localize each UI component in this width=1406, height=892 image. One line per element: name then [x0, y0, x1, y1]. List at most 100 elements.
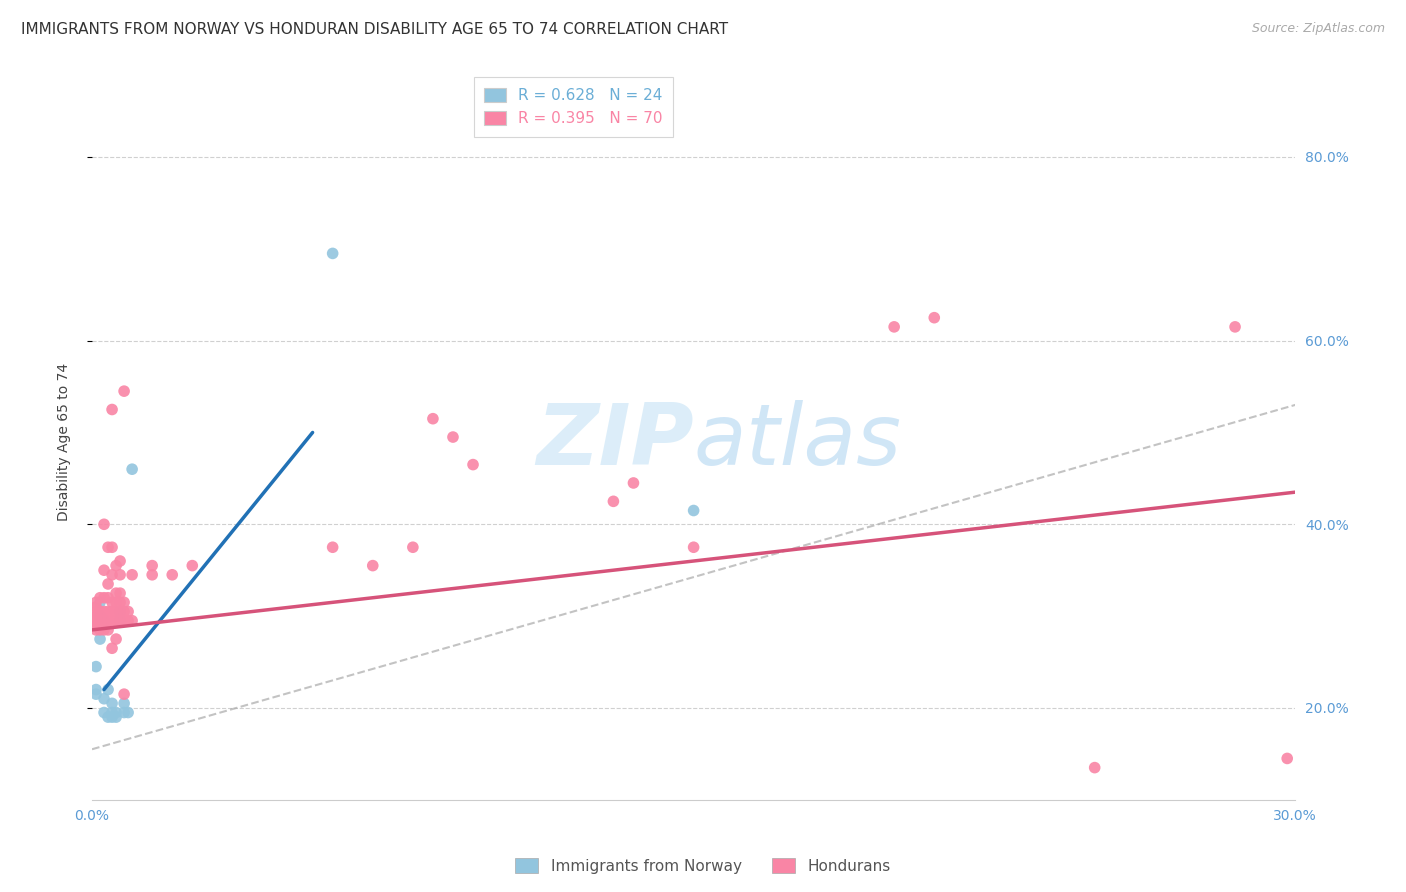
Point — [121, 614, 143, 628]
Point — [101, 614, 124, 628]
Point — [108, 614, 131, 628]
Point — [1223, 319, 1246, 334]
Point — [322, 541, 344, 555]
Point — [89, 595, 111, 609]
Point — [93, 614, 115, 628]
Point — [1277, 751, 1299, 765]
Point — [93, 591, 115, 605]
Text: Source: ZipAtlas.com: Source: ZipAtlas.com — [1251, 22, 1385, 36]
Legend: Immigrants from Norway, Hondurans: Immigrants from Norway, Hondurans — [509, 852, 897, 880]
Point — [105, 558, 128, 573]
Point — [89, 632, 111, 646]
Point — [602, 494, 624, 508]
Point — [112, 687, 135, 701]
Point — [322, 246, 344, 260]
Point — [121, 567, 143, 582]
Point — [160, 567, 183, 582]
Point — [922, 310, 945, 325]
Point — [402, 541, 425, 555]
Point — [1084, 761, 1107, 775]
Point — [84, 623, 107, 637]
Point — [101, 402, 124, 417]
Point — [117, 605, 139, 619]
Point — [422, 411, 444, 425]
Point — [112, 384, 135, 399]
Point — [84, 614, 107, 628]
Point — [93, 614, 115, 628]
Point — [441, 430, 464, 444]
Point — [117, 614, 139, 628]
Point — [883, 319, 905, 334]
Point — [93, 563, 115, 577]
Point — [181, 558, 204, 573]
Point — [101, 641, 124, 656]
Point — [89, 614, 111, 628]
Point — [108, 554, 131, 568]
Point — [682, 541, 704, 555]
Point — [112, 605, 135, 619]
Point — [101, 706, 124, 720]
Point — [105, 706, 128, 720]
Point — [84, 659, 107, 673]
Point — [93, 706, 115, 720]
Point — [105, 710, 128, 724]
Point — [97, 614, 120, 628]
Point — [97, 605, 120, 619]
Point — [89, 605, 111, 619]
Point — [97, 591, 120, 605]
Point — [112, 614, 135, 628]
Point — [108, 614, 131, 628]
Point — [108, 605, 131, 619]
Point — [141, 558, 163, 573]
Text: ZIP: ZIP — [536, 401, 693, 483]
Point — [108, 567, 131, 582]
Point — [84, 595, 107, 609]
Point — [93, 605, 115, 619]
Point — [97, 541, 120, 555]
Text: atlas: atlas — [693, 401, 901, 483]
Point — [105, 605, 128, 619]
Point — [461, 458, 484, 472]
Point — [84, 605, 107, 619]
Point — [121, 462, 143, 476]
Point — [89, 591, 111, 605]
Point — [105, 586, 128, 600]
Point — [101, 605, 124, 619]
Point — [97, 577, 120, 591]
Point — [101, 567, 124, 582]
Point — [101, 697, 124, 711]
Point — [105, 614, 128, 628]
Point — [682, 503, 704, 517]
Point — [84, 682, 107, 697]
Point — [112, 595, 135, 609]
Point — [84, 609, 107, 624]
Point — [84, 618, 107, 632]
Point — [93, 691, 115, 706]
Point — [112, 706, 135, 720]
Point — [89, 609, 111, 624]
Y-axis label: Disability Age 65 to 74: Disability Age 65 to 74 — [58, 362, 72, 521]
Point — [117, 706, 139, 720]
Point — [89, 623, 111, 637]
Point — [84, 599, 107, 614]
Point — [97, 623, 120, 637]
Point — [108, 595, 131, 609]
Point — [93, 517, 115, 532]
Point — [84, 687, 107, 701]
Point — [97, 682, 120, 697]
Point — [108, 586, 131, 600]
Point — [101, 710, 124, 724]
Point — [112, 697, 135, 711]
Point — [101, 541, 124, 555]
Point — [105, 595, 128, 609]
Point — [141, 567, 163, 582]
Point — [101, 595, 124, 609]
Legend: R = 0.628   N = 24, R = 0.395   N = 70: R = 0.628 N = 24, R = 0.395 N = 70 — [474, 77, 673, 137]
Point — [108, 605, 131, 619]
Point — [361, 558, 384, 573]
Text: IMMIGRANTS FROM NORWAY VS HONDURAN DISABILITY AGE 65 TO 74 CORRELATION CHART: IMMIGRANTS FROM NORWAY VS HONDURAN DISAB… — [21, 22, 728, 37]
Point — [105, 632, 128, 646]
Point — [93, 623, 115, 637]
Point — [84, 618, 107, 632]
Point — [623, 475, 645, 490]
